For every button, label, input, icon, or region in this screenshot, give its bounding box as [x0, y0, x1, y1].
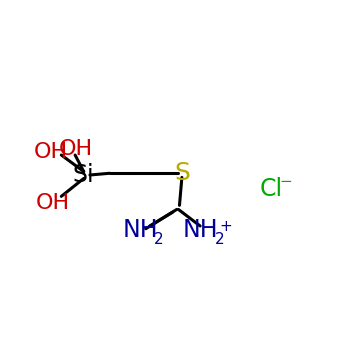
Text: OH: OH [36, 193, 70, 212]
Text: 2: 2 [154, 232, 163, 247]
Text: OH: OH [34, 142, 68, 162]
Text: NH: NH [123, 218, 158, 242]
Text: S: S [174, 161, 190, 185]
Text: Si: Si [73, 163, 94, 187]
Text: −: − [280, 174, 292, 189]
Text: Cl: Cl [260, 177, 283, 201]
Text: 2: 2 [215, 232, 224, 247]
Text: OH: OH [59, 139, 93, 159]
Text: NH: NH [183, 218, 219, 242]
Text: +: + [219, 219, 232, 234]
